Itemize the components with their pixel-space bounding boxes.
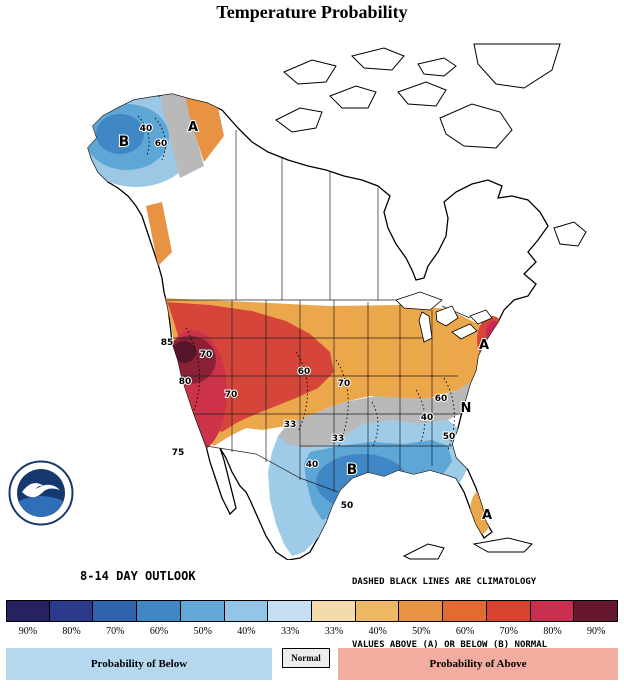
colorbar-swatch	[529, 600, 575, 622]
colorbar-pct-label: 50%	[193, 626, 212, 637]
colorbar-pct-label: 60%	[149, 626, 169, 637]
map-label-75: 75	[172, 448, 185, 458]
colorbar-cell: 50%	[179, 600, 225, 637]
colorbar-swatch	[398, 600, 444, 622]
colorbar-swatch	[136, 600, 181, 622]
colorbar-pct-label: 60%	[455, 626, 475, 637]
colorbar-pct-label: 70%	[499, 626, 518, 637]
colorbar-cell: 70%	[485, 600, 531, 637]
notes-line-1: DASHED BLACK LINES ARE CLIMATOLOGY	[352, 577, 537, 587]
region-above-west-darkest	[172, 341, 196, 363]
map-label-40: 40	[140, 124, 153, 134]
map-label-A: A	[479, 338, 489, 353]
map-label-B: B	[347, 462, 358, 478]
noaa-logo-ocean	[19, 496, 63, 517]
colorbar-pct-label: 50%	[412, 626, 431, 637]
colorbar-cell: 60%	[442, 600, 487, 637]
colorbar-swatch	[573, 600, 619, 622]
colorbar-cell: 33%	[267, 600, 313, 637]
colorbar-pct-label: 80%	[543, 626, 562, 637]
map-label-A: A	[188, 120, 198, 135]
colorbar-swatch	[179, 600, 225, 622]
colorbar-cell: 80%	[529, 600, 575, 637]
colorbar-cell: 40%	[354, 600, 400, 637]
map-label-N: N	[461, 401, 472, 416]
colorbar-swatch	[223, 600, 269, 622]
colorbar-pct-label: 90%	[587, 626, 606, 637]
region-below-core	[316, 454, 408, 510]
map-label-70: 70	[338, 379, 351, 389]
colorbar-swatch	[92, 600, 138, 622]
map-label-60: 60	[435, 394, 448, 404]
islands	[275, 43, 587, 560]
colorbar-cell: 33%	[311, 600, 356, 637]
colorbar-pct-label: 40%	[368, 626, 387, 637]
map-label-B: B	[119, 134, 130, 150]
map-label-60: 60	[298, 367, 311, 377]
noaa-gull-icon	[22, 483, 60, 498]
colorbar-swatch	[442, 600, 487, 622]
map-label-60: 60	[155, 139, 168, 149]
colorbar-swatch	[485, 600, 531, 622]
map-label-50: 50	[443, 432, 456, 442]
region-above-alaska	[184, 94, 224, 162]
colorbar-cell: 90%	[573, 600, 619, 637]
colorbar-pct-label: 90%	[18, 626, 38, 637]
map-label-70: 70	[225, 390, 238, 400]
climatology-contours	[137, 115, 455, 451]
colorbar-swatch	[354, 600, 400, 622]
map-label-85: 85	[161, 338, 174, 348]
colorbar-cell: 80%	[48, 600, 94, 637]
colorbar-swatch	[267, 600, 313, 622]
region-below-alaska-core	[96, 114, 144, 154]
great-lakes	[395, 291, 493, 343]
outlook-line-1: 8-14 DAY OUTLOOK	[80, 569, 196, 583]
colorbar-pct-label: 33%	[281, 626, 300, 637]
map-label-40: 40	[306, 460, 319, 470]
map-label-A: A	[482, 508, 492, 523]
probability-colorbar: 90% 80% 70% 60% 50% 40% 33% 33% 40% 50% 60% 70% 80% 9…	[6, 600, 619, 637]
above-band: Probability of Above	[338, 648, 618, 680]
region-above-panhandle	[146, 202, 172, 266]
notes-line-3: VALUES ABOVE (A) OR BELOW (B) NORMAL	[352, 640, 548, 650]
colorbar-cell: 90%	[6, 600, 50, 637]
colorbar-swatch	[48, 600, 94, 622]
colorbar-pct-label: 70%	[106, 626, 125, 637]
map-label-40: 40	[421, 413, 434, 423]
state-borders	[164, 130, 471, 493]
page-title: Temperature Probability	[216, 2, 408, 22]
colorbar-pct-label: 33%	[324, 626, 344, 637]
map-label-50: 50	[341, 501, 354, 511]
outlook-line-4: VALID JUN 30 - JUL 06, 2021	[80, 687, 275, 688]
colorbar-pct-label: 40%	[237, 626, 256, 637]
below-band: Probability of Below	[6, 648, 272, 680]
colorbar-cell: 60%	[136, 600, 181, 637]
colorbar-pct-label: 80%	[62, 626, 81, 637]
colorbar-cell: 70%	[92, 600, 138, 637]
colorbar-cell: 50%	[398, 600, 444, 637]
map-label-33: 33	[332, 434, 345, 444]
map-label-80: 80	[179, 377, 192, 387]
map-label-33: 33	[284, 420, 297, 430]
region-above-sierra-maroon	[174, 426, 196, 466]
colorbar-swatch	[311, 600, 356, 622]
noaa-logo	[8, 460, 74, 526]
colorbar-swatch	[6, 600, 50, 622]
region-near-normal-gray	[278, 378, 486, 448]
map-label-70: 70	[200, 350, 213, 360]
region-near-normal-alaska	[160, 94, 204, 178]
colorbar-cell: 40%	[223, 600, 269, 637]
normal-box: Normal	[282, 648, 330, 668]
